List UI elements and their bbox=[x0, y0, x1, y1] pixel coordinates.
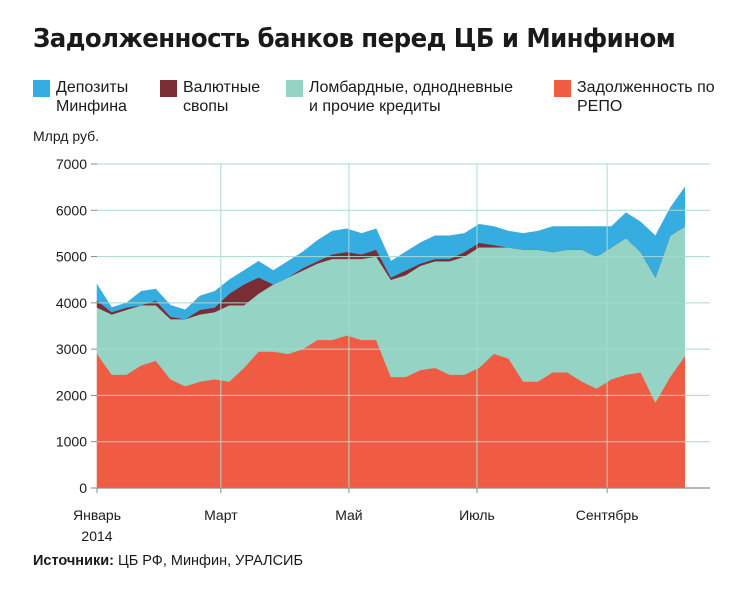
legend-label-lombard: Ломбардные, однодневные и прочие кредиты bbox=[309, 79, 513, 115]
chart-legend: Депозиты Минфина Валютные свопы Ломбардн… bbox=[33, 78, 733, 118]
legend-swatch-repo bbox=[554, 80, 571, 97]
legend-item-swaps: Валютные свопы bbox=[160, 78, 260, 116]
x-tick-label: Май bbox=[335, 507, 362, 523]
legend-label-swaps: Валютные свопы bbox=[183, 79, 261, 115]
source-text: ЦБ РФ, Минфин, УРАЛСИБ bbox=[113, 553, 303, 569]
source-note: Источники: ЦБ РФ, Минфин, УРАЛСИБ bbox=[33, 553, 303, 569]
y-tick-label: 3000 bbox=[56, 341, 87, 357]
page-title: Задолженность банков перед ЦБ и Минфином bbox=[33, 24, 676, 54]
y-tick-label: 0 bbox=[79, 480, 87, 496]
source-label: Источники: bbox=[33, 553, 114, 569]
legend-swatch-deposits bbox=[33, 80, 50, 97]
series-area-deposits bbox=[96, 186, 686, 320]
y-tick-label: 1000 bbox=[56, 434, 87, 450]
legend-swatch-lombard bbox=[286, 80, 303, 97]
y-tick-label: 5000 bbox=[56, 249, 87, 265]
legend-item-lombard: Ломбардные, однодневные и прочие кредиты bbox=[286, 78, 513, 116]
x-tick-label: Июль bbox=[459, 507, 495, 523]
legend-swatch-swaps bbox=[160, 80, 177, 97]
legend-label-repo: Задолженность по РЕПО bbox=[577, 79, 715, 115]
y-tick-label: 2000 bbox=[56, 387, 87, 403]
x-tick-label: Март bbox=[204, 507, 238, 523]
x-tick-label: Январь 2014 bbox=[73, 507, 121, 544]
y-tick-label: 4000 bbox=[56, 295, 87, 311]
legend-item-repo: Задолженность по РЕПО bbox=[554, 78, 733, 116]
y-axis-unit-label: Млрд руб. bbox=[33, 128, 100, 144]
y-tick-label: 6000 bbox=[56, 202, 87, 218]
x-tick-label: Сентябрь bbox=[576, 507, 639, 523]
legend-label-deposits: Депозиты Минфина bbox=[56, 79, 129, 115]
legend-item-deposits: Депозиты Минфина bbox=[33, 78, 128, 116]
y-tick-label: 7000 bbox=[56, 156, 87, 172]
